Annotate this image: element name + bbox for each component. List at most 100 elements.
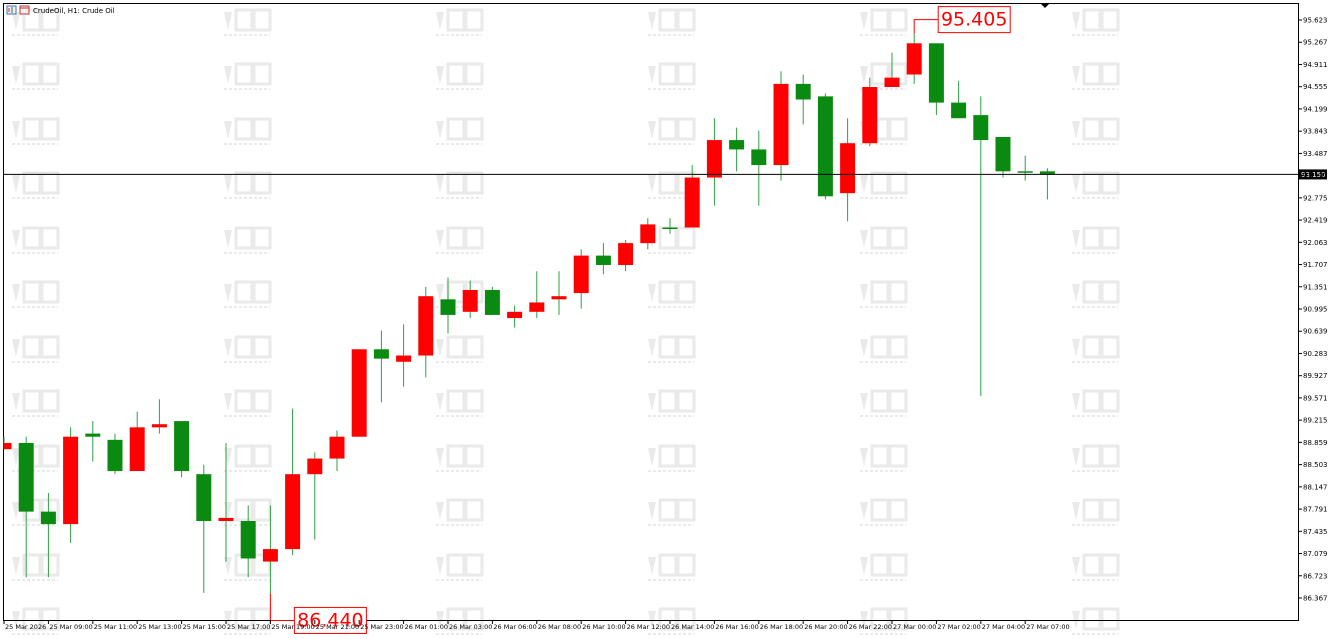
candle[interactable] xyxy=(107,433,123,475)
candle-body xyxy=(63,436,79,525)
candle-body xyxy=(640,224,656,244)
watermark-logo xyxy=(436,444,484,472)
candle[interactable] xyxy=(729,127,745,172)
candle[interactable] xyxy=(551,271,567,315)
candle[interactable] xyxy=(85,421,101,462)
candle[interactable] xyxy=(840,118,856,222)
candle[interactable] xyxy=(196,464,212,593)
candle[interactable] xyxy=(884,52,900,88)
candle-body xyxy=(684,177,700,228)
candle[interactable] xyxy=(951,80,967,119)
candle[interactable] xyxy=(329,430,345,472)
watermark-logo xyxy=(436,8,484,36)
watermark-logo xyxy=(1072,607,1120,635)
chart-shift-marker-icon[interactable] xyxy=(1041,4,1049,8)
candle[interactable] xyxy=(63,427,79,543)
watermark-logo xyxy=(224,389,272,417)
candle[interactable] xyxy=(1039,168,1055,200)
candle-body xyxy=(862,87,878,144)
candle[interactable] xyxy=(618,239,634,272)
time-tick-label: 26 Mar 06:00 xyxy=(493,623,536,631)
candle[interactable] xyxy=(973,96,989,397)
watermark-logo xyxy=(224,335,272,363)
candle[interactable] xyxy=(529,271,545,319)
candle[interactable] xyxy=(240,505,256,578)
candle[interactable] xyxy=(817,93,833,200)
candle[interactable] xyxy=(262,505,278,594)
candle-body xyxy=(18,442,34,512)
watermark-logo xyxy=(224,280,272,308)
candle[interactable] xyxy=(373,330,389,403)
candle[interactable] xyxy=(396,324,412,387)
candle[interactable] xyxy=(573,249,589,309)
candle-body xyxy=(462,289,478,312)
watermark-logo xyxy=(1072,117,1120,145)
current-price-label: 93.150 xyxy=(1301,171,1326,179)
time-tick-label: 27 Mar 04:00 xyxy=(982,623,1025,631)
high-price-annotation[interactable]: 95.405 xyxy=(913,6,1011,34)
candle-body xyxy=(751,149,767,166)
watermark-logo xyxy=(436,117,484,145)
chart-header: CrudeOil, H1: Crude Oil xyxy=(6,5,115,15)
candle-body xyxy=(840,143,856,194)
candle[interactable] xyxy=(3,436,12,450)
candle[interactable] xyxy=(507,305,523,328)
watermark-logo xyxy=(1072,389,1120,417)
time-axis[interactable]: 25 Mar 2026 25 Mar 09:00 25 Mar 11:00 25 Ma… xyxy=(3,620,1070,631)
candle[interactable] xyxy=(440,277,456,334)
time-tick-label: 25 Mar 11:00 xyxy=(94,623,137,631)
time-tick-label: 25 Mar 17:00 xyxy=(227,623,270,631)
price-tick-label: 93.487 xyxy=(1303,150,1328,158)
watermark-logo xyxy=(436,62,484,90)
candle-body xyxy=(529,302,545,312)
watermark-logo xyxy=(224,444,272,472)
candle[interactable] xyxy=(795,74,811,125)
price-tick-label: 93.131 xyxy=(1303,172,1328,180)
candle[interactable] xyxy=(462,280,478,319)
candle[interactable] xyxy=(684,165,700,228)
candle[interactable] xyxy=(706,118,722,206)
candles-layer xyxy=(3,33,1055,594)
candle[interactable] xyxy=(662,218,678,234)
candle[interactable] xyxy=(595,243,611,275)
candle[interactable] xyxy=(129,411,145,472)
watermark-logo xyxy=(648,498,696,526)
watermark-logo xyxy=(436,498,484,526)
annotation-connector xyxy=(913,19,939,34)
candle[interactable] xyxy=(484,286,500,315)
calendar-icon xyxy=(19,5,30,15)
price-tick-label: 87.435 xyxy=(1303,528,1328,536)
candle[interactable] xyxy=(928,43,944,116)
candle-body xyxy=(218,517,234,522)
candle[interactable] xyxy=(906,33,922,84)
candle-body xyxy=(706,140,722,178)
candle-body xyxy=(595,255,611,265)
candle[interactable] xyxy=(751,130,767,206)
candle[interactable] xyxy=(995,136,1011,178)
candle[interactable] xyxy=(174,421,190,478)
candle[interactable] xyxy=(151,399,167,434)
candle[interactable] xyxy=(307,452,323,540)
candle[interactable] xyxy=(285,408,301,556)
candle[interactable] xyxy=(218,442,234,562)
candle[interactable] xyxy=(18,436,34,578)
candle[interactable] xyxy=(862,77,878,147)
time-tick-label: 25 Mar 15:00 xyxy=(183,623,226,631)
price-tick-label: 93.843 xyxy=(1303,128,1328,136)
candle[interactable] xyxy=(418,286,434,378)
candle[interactable] xyxy=(773,71,789,181)
time-tick-label: 25 Mar 2026 xyxy=(5,623,46,631)
price-axis[interactable]: 95.623 95.267 94.911 94.555 94.199 93.843 93.4… xyxy=(1298,17,1328,603)
price-line-layer: 93.150 xyxy=(4,169,1327,180)
candle-body xyxy=(373,349,389,359)
candle[interactable] xyxy=(1017,155,1033,181)
candle-body xyxy=(928,43,944,103)
candle-body xyxy=(440,299,456,315)
low-price-annotation[interactable]: 86.440 xyxy=(269,593,367,634)
candle[interactable] xyxy=(351,349,367,437)
candle[interactable] xyxy=(40,492,56,578)
candle[interactable] xyxy=(640,218,656,250)
price-tick-label: 89.927 xyxy=(1303,372,1328,380)
